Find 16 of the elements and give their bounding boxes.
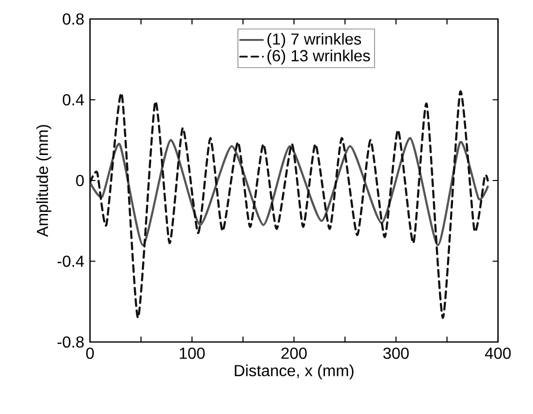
x-tick-label: 400: [485, 348, 511, 359]
x-tick-label: 300: [383, 348, 409, 359]
x-axis-title: Distance, x (mm): [234, 364, 354, 380]
x-tick-label: 0: [86, 348, 94, 359]
y-tick-label: 0.4: [62, 94, 84, 106]
y-tick-label: 0.8: [62, 13, 84, 25]
y-tick-label: -0.4: [58, 256, 84, 267]
y-axis-title: Amplitude (mm): [36, 125, 52, 237]
x-tick-label: 100: [180, 348, 205, 359]
x-tick-label: 200: [281, 348, 307, 359]
legend-label: (6) 13 wrinkles: [268, 50, 370, 65]
line-series: [90, 90, 489, 319]
line-series: [90, 137, 489, 246]
y-tick-label: 0: [76, 174, 84, 186]
y-tick-label: -0.8: [58, 336, 84, 348]
legend-label: (1) 7 wrinkles: [268, 32, 362, 48]
